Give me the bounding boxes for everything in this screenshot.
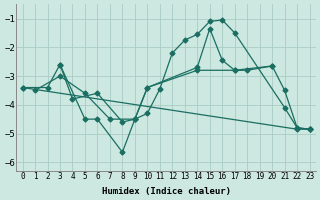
X-axis label: Humidex (Indice chaleur): Humidex (Indice chaleur)	[101, 187, 231, 196]
